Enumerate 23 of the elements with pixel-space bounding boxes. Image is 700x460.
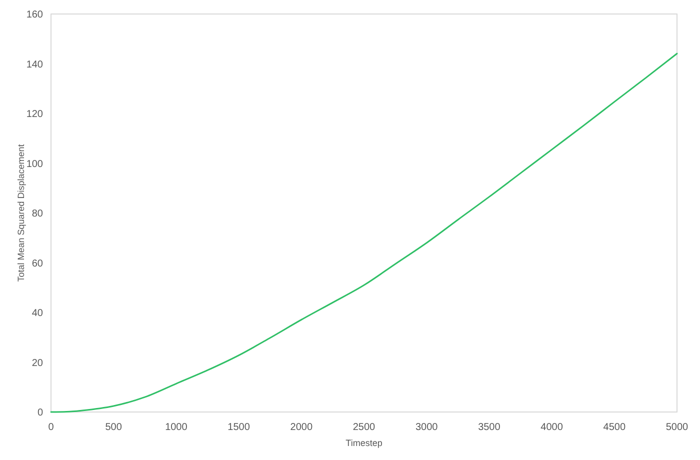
x-tick-label: 2500 <box>352 422 376 433</box>
x-tick-label: 3000 <box>415 422 438 433</box>
x-tick-label: 1000 <box>165 422 188 433</box>
line-series <box>50 52 678 413</box>
y-tick-label: 40 <box>32 308 44 319</box>
x-tick-label: 2000 <box>290 422 313 433</box>
y-axis-title: Total Mean Squared Displacement <box>16 144 26 282</box>
y-tick-label: 160 <box>26 10 44 20</box>
x-tick-label: 1500 <box>228 422 250 433</box>
y-tick-label: 60 <box>32 258 44 270</box>
y-tick-label: 0 <box>37 408 44 418</box>
x-tick-label: 0 <box>48 422 54 433</box>
y-tick-label: 120 <box>26 109 44 120</box>
y-tick-label: 140 <box>26 59 44 70</box>
x-tick-label: 500 <box>105 422 122 433</box>
x-axis-title: Timestep <box>346 438 382 448</box>
x-tick-label: 4500 <box>603 422 626 433</box>
y-tick-label: 80 <box>32 208 44 220</box>
x-tick-label: 5000 <box>666 422 689 433</box>
x-tick-label: 4000 <box>540 422 564 433</box>
x-tick-label: 3500 <box>478 422 501 433</box>
y-tick-label: 100 <box>26 158 44 170</box>
y-tick-label: 20 <box>32 358 44 369</box>
